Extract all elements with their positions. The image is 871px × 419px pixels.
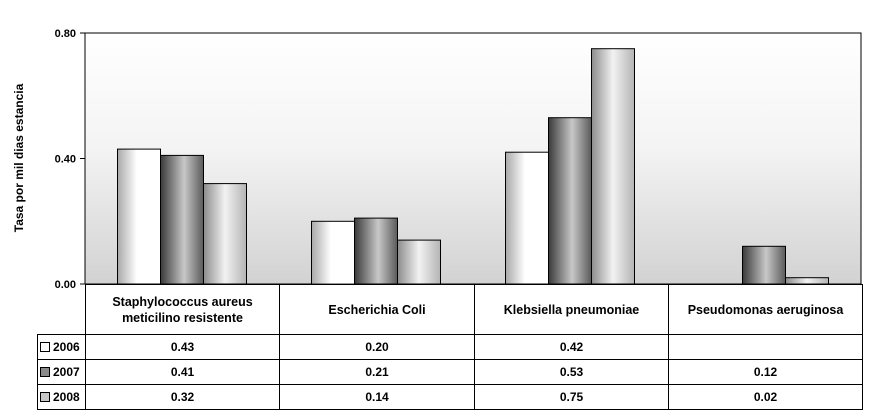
bar-2006-2 (505, 151, 549, 285)
category-label: Klebsiella pneumoniae (474, 284, 669, 335)
series-name: 2008 (53, 390, 80, 404)
legend-entry-2007: 2007 (37, 359, 86, 385)
data-label: 0.02 (668, 384, 863, 410)
y-tick-label: 0.40 (55, 154, 76, 166)
y-axis-label: Tasa por mil dias estancia (12, 83, 26, 232)
series-name: 2007 (53, 365, 80, 379)
data-label: 0.20 (279, 334, 475, 360)
data-label: 0.43 (85, 334, 280, 360)
y-axis: 0.000.400.80 (55, 28, 85, 291)
data-label: 0.75 (474, 384, 669, 410)
bars-group (117, 48, 829, 285)
data-label: 0.42 (474, 334, 669, 360)
bar-2008-2 (591, 48, 635, 285)
bar-2007-2 (548, 117, 592, 285)
data-label: 0.14 (279, 384, 475, 410)
data-label: 0.41 (85, 359, 280, 385)
data-label: 0.32 (85, 384, 280, 410)
legend-entry-2006: 2006 (37, 334, 86, 360)
data-label (668, 334, 863, 360)
y-tick-label: 0.80 (55, 28, 76, 40)
bar-2008-0 (203, 183, 247, 285)
bar-2007-3 (742, 245, 786, 285)
legend-swatch (40, 342, 50, 352)
table-header-row: Staphylococcus aureus meticilino resiste… (37, 284, 863, 335)
legend-swatch (40, 392, 50, 402)
table-row-2008: 2008 0.32 0.14 0.75 0.02 (37, 384, 863, 410)
data-table: Staphylococcus aureus meticilino resiste… (37, 284, 863, 410)
bar-2007-0 (160, 154, 204, 285)
bar-2006-1 (311, 220, 355, 285)
table-corner (37, 284, 86, 335)
data-label: 0.53 (474, 359, 669, 385)
table-row-2007: 2007 0.41 0.21 0.53 0.12 (37, 359, 863, 385)
table-row-2006: 2006 0.43 0.20 0.42 (37, 334, 863, 360)
category-label: Escherichia Coli (279, 284, 475, 335)
data-label: 0.21 (279, 359, 475, 385)
series-name: 2006 (53, 340, 80, 354)
bar-2008-1 (397, 239, 441, 285)
data-label: 0.12 (668, 359, 863, 385)
legend-entry-2008: 2008 (37, 384, 86, 410)
legend-swatch (40, 367, 50, 377)
category-label: Staphylococcus aureus meticilino resiste… (85, 284, 280, 335)
bar-2006-0 (117, 148, 161, 285)
category-label: Pseudomonas aeruginosa (668, 284, 863, 335)
bar-2007-1 (354, 217, 398, 285)
